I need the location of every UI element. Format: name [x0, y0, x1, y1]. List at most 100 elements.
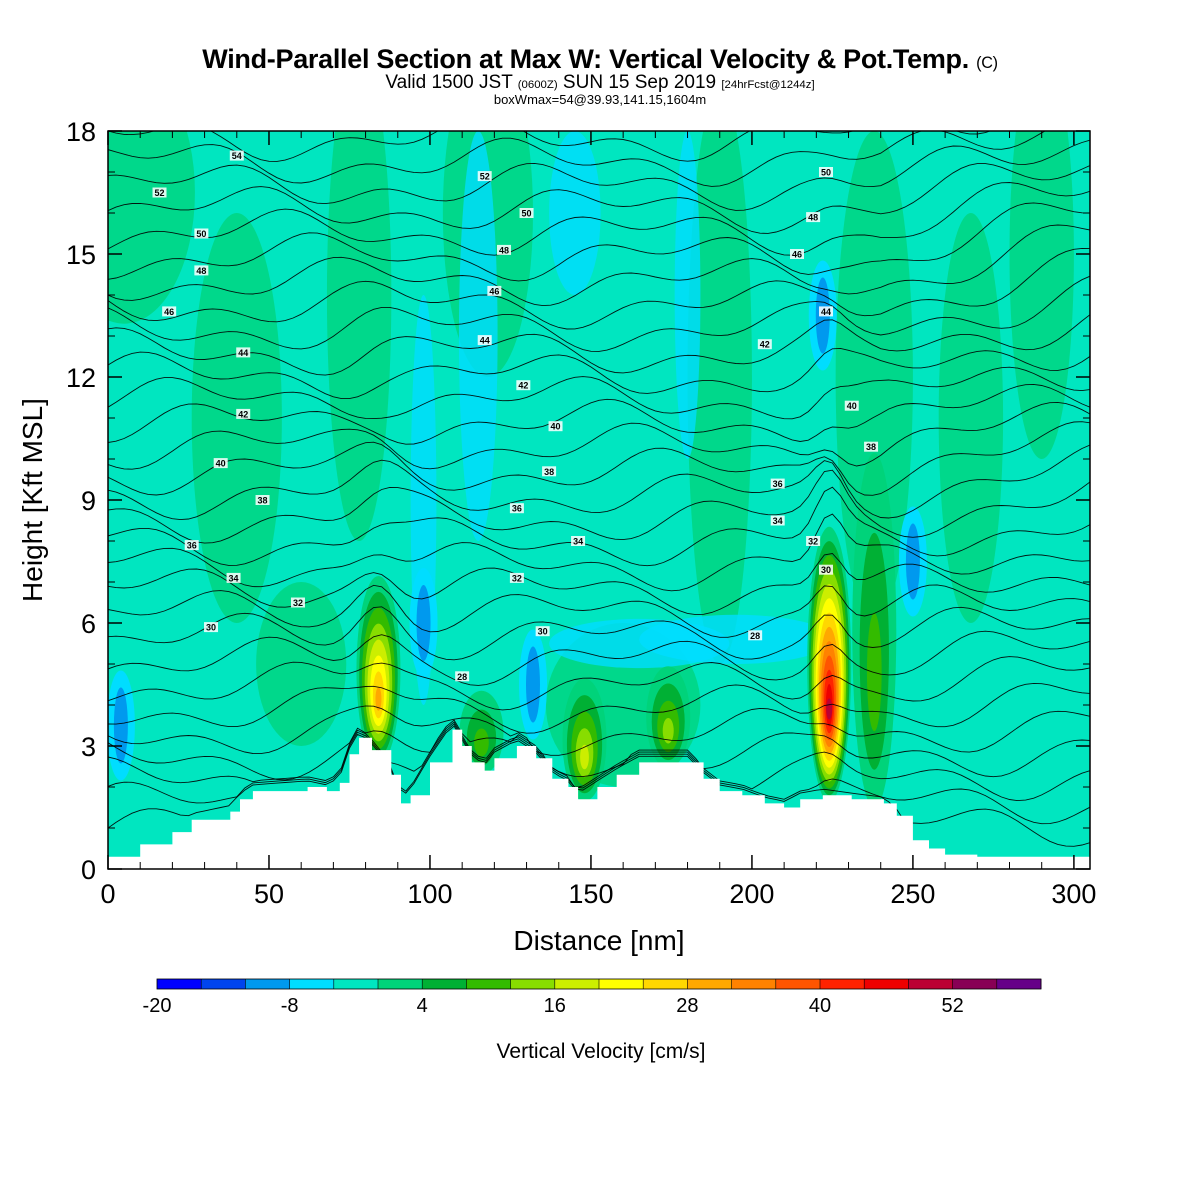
- colorbar-swatch: [245, 979, 291, 989]
- theta-labels: 54 52 50 48 46 44 42 40 38 36 34 32 30 52 50 48 46 44 42 40…: [152, 150, 879, 682]
- theta-label-bg: [806, 536, 821, 546]
- theta-label-bg: [184, 540, 199, 551]
- theta-label: 52: [477, 171, 492, 182]
- theta-contour-line: [108, 421, 1090, 496]
- x-tick-label: 250: [890, 879, 935, 909]
- theta-contour-line: [108, 705, 1090, 756]
- theta-contour-line: [108, 314, 1090, 376]
- colorbar-swatch: [201, 979, 246, 989]
- theta-label-text: 50: [196, 229, 206, 239]
- theta-label-text: 36: [512, 504, 522, 514]
- x-tick-label: 200: [729, 879, 774, 909]
- theta-label-bg: [818, 167, 833, 177]
- theta-label-bg: [236, 347, 251, 358]
- theta-label-text: 30: [206, 623, 216, 633]
- theta-contour-line: [108, 721, 1090, 802]
- x-tick-label: 100: [407, 879, 452, 909]
- theta-label: 46: [487, 285, 502, 296]
- theta-label-bg: [194, 265, 209, 276]
- colorbar-swatch: [599, 979, 644, 989]
- theta-label-text: 48: [499, 245, 509, 255]
- theta-label-bg: [162, 306, 177, 317]
- valid-date: SUN 15 Sep 2019: [562, 72, 717, 93]
- theta-label-text: 42: [238, 409, 248, 419]
- colorbar-tick-label: -8: [281, 995, 299, 1017]
- theta-label-bg: [255, 495, 270, 505]
- theta-label-text: 42: [760, 340, 770, 350]
- theta-contour-line: [108, 486, 1090, 567]
- theta-contour-line: [108, 444, 1090, 521]
- y-tick-label: 0: [81, 855, 96, 885]
- theta-label-bg: [818, 564, 833, 575]
- colorbar-swatch: [687, 979, 733, 989]
- theta-label-bg: [152, 187, 167, 198]
- theta-label-text: 48: [808, 213, 818, 223]
- x-tick-label: 150: [568, 879, 613, 909]
- theta-label-text: 50: [522, 209, 532, 219]
- theta-label-text: 34: [573, 537, 583, 547]
- theta-label: 36: [184, 540, 199, 551]
- colorbar-tick-label: -20: [143, 995, 172, 1017]
- theta-label-bg: [509, 503, 524, 514]
- theta-label-bg: [770, 515, 785, 526]
- theta-label: 42: [757, 339, 772, 350]
- x-tick-label: 0: [100, 879, 115, 909]
- x-tick-label: 50: [254, 879, 284, 909]
- theta-label: 48: [194, 265, 209, 276]
- updraft-plume: [826, 698, 833, 720]
- theta-label-text: 46: [164, 307, 174, 317]
- theta-label-bg: [229, 150, 244, 161]
- weak-updraft-zone: [687, 131, 752, 664]
- theta-contour-line: [108, 656, 1090, 711]
- colorbar-swatch: [952, 979, 998, 989]
- theta-label-bg: [535, 626, 550, 637]
- theta-label-text: 38: [258, 496, 268, 506]
- colorbar-tick-label: 4: [417, 995, 428, 1017]
- theta-contour-line: [108, 224, 1090, 307]
- theta-label: 44: [236, 347, 251, 358]
- theta-label: 46: [162, 306, 177, 317]
- theta-label: 44: [818, 306, 833, 317]
- weak-updraft-zone: [326, 131, 392, 541]
- downdraft-core: [525, 646, 540, 723]
- theta-label-text: 28: [750, 631, 760, 641]
- theta-contour-line: [108, 719, 1090, 781]
- theta-label: 46: [790, 249, 805, 260]
- theta-label: 44: [477, 335, 492, 346]
- x-tick-label: 300: [1051, 879, 1096, 909]
- theta-label-text: 36: [187, 541, 197, 551]
- weak-updraft-zone: [938, 213, 1004, 623]
- colorbar-swatch: [908, 979, 954, 989]
- theta-contour-line: [108, 682, 1090, 734]
- y-tick-label: 12: [66, 363, 96, 393]
- terrain: [108, 729, 1090, 869]
- theta-label-bg: [864, 441, 879, 452]
- theta-contour-line: [108, 401, 1090, 470]
- theta-label-text: 38: [544, 467, 554, 477]
- box-info: boxWmax=54@39.93,141.15,1604m: [493, 92, 707, 107]
- theta-label-bg: [519, 208, 534, 218]
- theta-label: 42: [236, 408, 251, 419]
- colorbar-tick-label: 28: [676, 995, 698, 1017]
- copyright-mark: (C): [976, 54, 998, 72]
- theta-label-bg: [844, 400, 859, 411]
- theta-label: 34: [770, 515, 785, 526]
- theta-label-bg: [790, 249, 805, 259]
- theta-label-bg: [571, 536, 586, 546]
- theta-label: 48: [497, 244, 512, 255]
- theta-label-text: 32: [808, 537, 818, 547]
- theta-label-bg: [455, 671, 470, 682]
- y-axis-label: Height [Kft MSL]: [17, 398, 48, 602]
- colorbar-tick-label: 52: [941, 995, 963, 1017]
- colorbar-swatch: [643, 979, 688, 989]
- theta-label: 30: [818, 564, 833, 575]
- theta-label: 40: [548, 421, 563, 432]
- theta-label: 30: [535, 626, 550, 637]
- theta-label-text: 40: [216, 459, 226, 469]
- colorbar-swatch: [466, 979, 512, 989]
- theta-label-text: 42: [518, 381, 528, 391]
- theta-label-text: 30: [538, 627, 548, 637]
- theta-label: 38: [255, 495, 270, 506]
- theta-label-bg: [516, 380, 531, 391]
